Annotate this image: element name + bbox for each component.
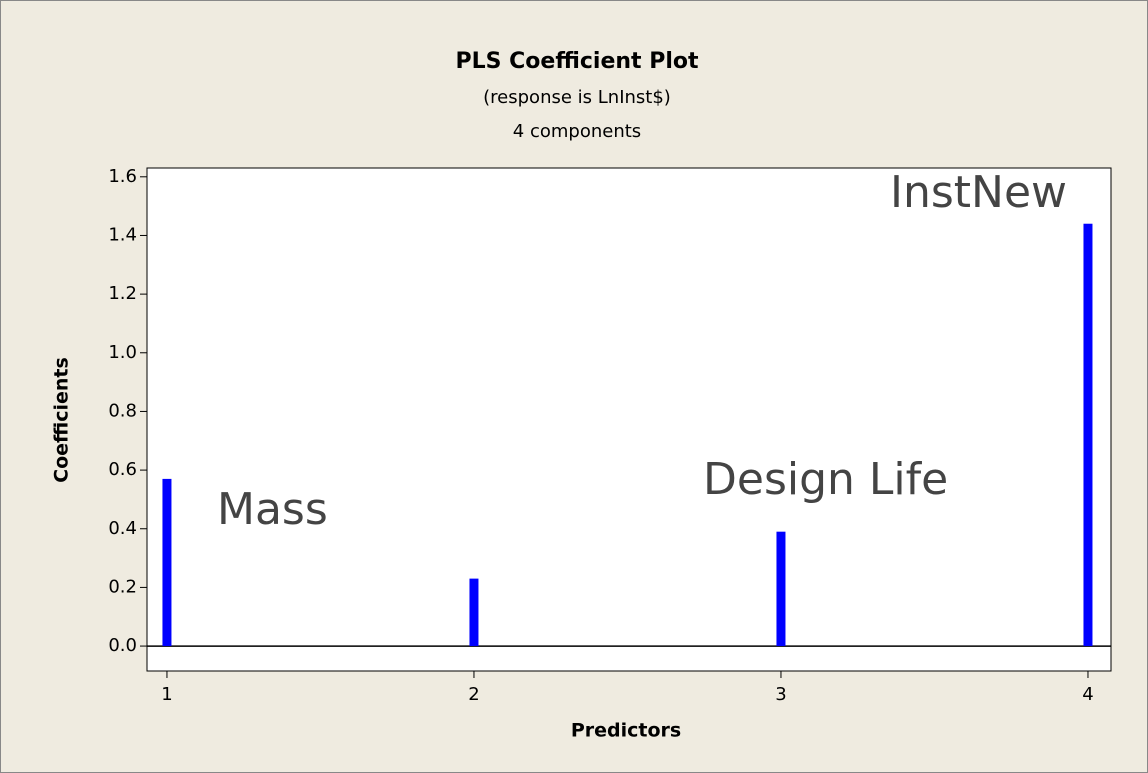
y-axis-label: Coefficients: [51, 357, 73, 483]
x-tick-label: 2: [468, 684, 479, 705]
x-tick-label: 3: [775, 684, 786, 705]
x-axis-label: Predictors: [571, 720, 681, 742]
y-tick-label: 0.8: [108, 400, 137, 421]
chart-title: PLS Coefficient Plot: [456, 49, 699, 74]
x-tick-label: 1: [161, 684, 172, 705]
bar: [1083, 223, 1093, 647]
y-tick-label: 1.6: [108, 166, 137, 187]
annotation: Design Life: [703, 454, 948, 505]
chart-subtitle: (response is LnInst$): [483, 87, 671, 108]
chart-subtitle: 4 components: [513, 121, 641, 142]
y-tick-label: 0.0: [108, 635, 137, 656]
y-tick-label: 1.0: [108, 342, 137, 363]
plot-area: [146, 167, 1112, 672]
x-tick-label: 4: [1082, 684, 1093, 705]
y-tick-label: 0.6: [108, 459, 137, 480]
bar: [776, 531, 786, 647]
y-tick-label: 0.2: [108, 576, 137, 597]
y-tick-label: 0.4: [108, 518, 137, 539]
bar: [469, 578, 479, 647]
bar: [162, 478, 172, 647]
y-tick-label: 1.4: [108, 224, 137, 245]
annotation: Mass: [217, 484, 328, 535]
y-tick-label: 1.2: [108, 283, 137, 304]
annotation: InstNew: [890, 167, 1067, 218]
